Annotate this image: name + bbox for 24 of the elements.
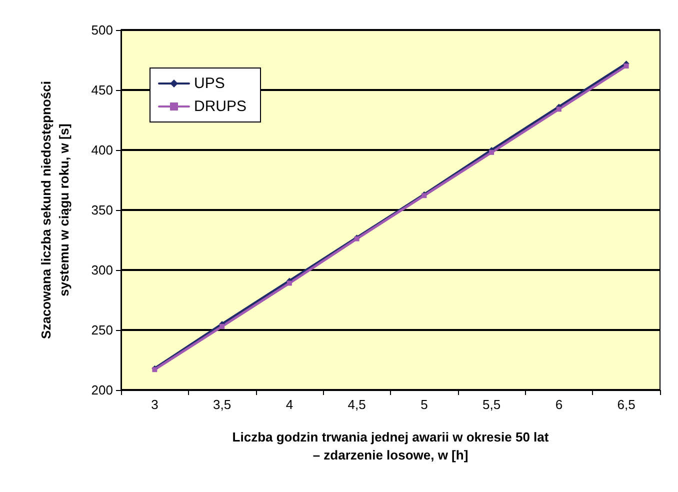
legend-label: DRUPS (194, 98, 247, 115)
y-tick-label: 500 (91, 22, 113, 38)
y-axis-title: Szacowana liczba sekund niedostępności systemu w ciągu roku, w [s] (38, 81, 72, 339)
x-tick-label: 4 (286, 397, 294, 412)
x-axis-title: Liczba godzin trwania jednej awarii w okresie 50 lat – zdarzenie losowe, w [h] (232, 430, 550, 462)
x-tick-label: 5,5 (482, 397, 501, 412)
point (286, 280, 292, 286)
y-tick-label: 300 (91, 262, 113, 278)
x-tick-label: 3 (151, 397, 158, 412)
x-tick-label: 5 (420, 397, 428, 412)
x-tick-label: 4,5 (348, 397, 366, 412)
x-tick-label: 3,5 (213, 397, 232, 412)
y-tick-label: 450 (91, 82, 113, 98)
y-tick-label: 200 (91, 382, 113, 398)
legend-label: UPS (194, 75, 225, 92)
y-tick-label: 250 (91, 322, 113, 338)
x-tick-label: 6 (555, 397, 563, 412)
point (220, 324, 225, 329)
y-tick-label: 350 (91, 202, 113, 218)
point (489, 150, 494, 155)
point (624, 64, 629, 68)
x-tick-label: 6,5 (617, 397, 636, 412)
y-tick-label: 400 (91, 142, 113, 158)
point (556, 106, 562, 112)
